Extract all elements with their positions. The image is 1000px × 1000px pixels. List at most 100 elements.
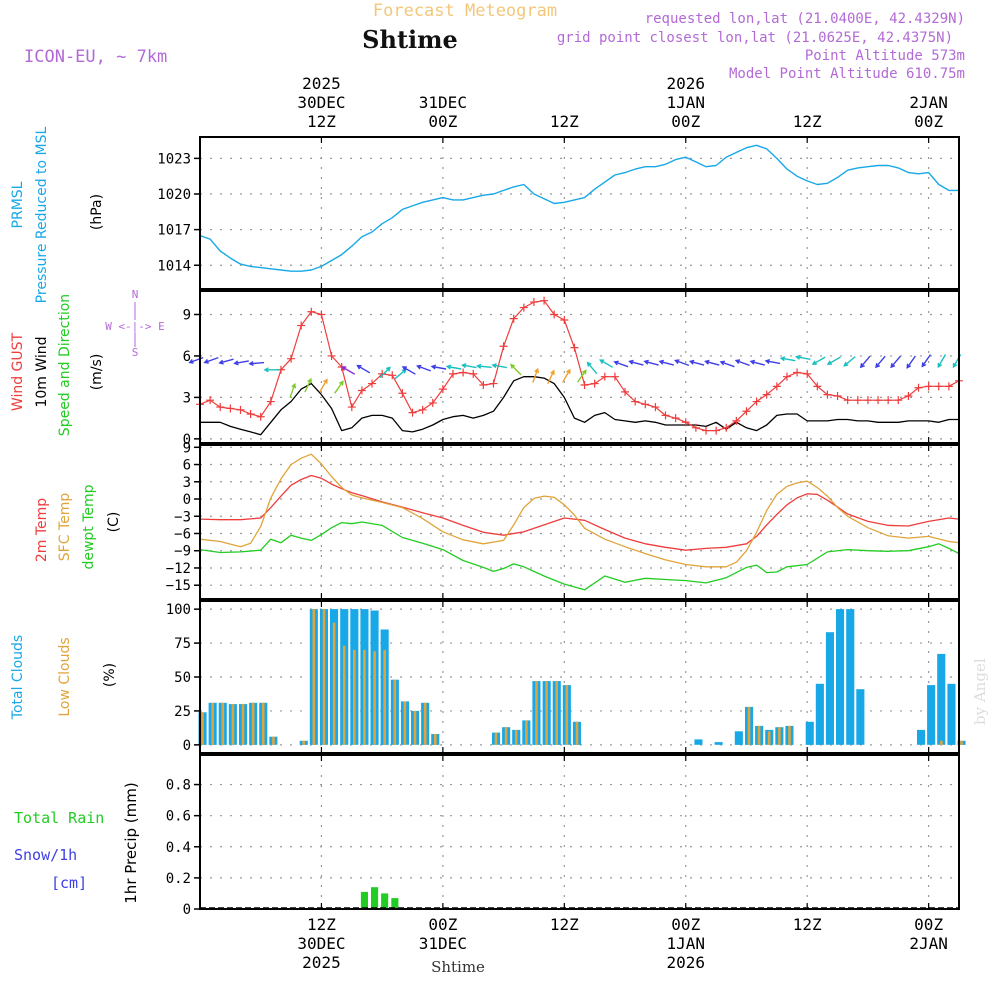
total-clouds-label: Total Clouds: [10, 635, 26, 720]
top-time-label: 30DEC: [297, 93, 345, 112]
y-tick-label: −12: [166, 561, 191, 577]
xaxis-title: Shtime: [431, 958, 485, 976]
gust-marker: [266, 397, 275, 406]
gust-marker: [702, 426, 710, 435]
bottom-time-label: 12Z: [793, 915, 822, 934]
series-line-prmsl: [199, 144, 959, 272]
low-cloud-bar: [494, 732, 498, 745]
gust-marker: [610, 372, 619, 381]
bottom-time-label: 2026: [666, 953, 705, 972]
series-line-2m-temp: [199, 474, 960, 551]
wind-arrow: [334, 380, 344, 394]
series-line-10m-wind: [200, 376, 959, 436]
gust-marker: [226, 404, 235, 413]
y-tick-label: −9: [174, 544, 191, 560]
wind-arrow: [401, 366, 416, 375]
gust-marker: [570, 343, 579, 352]
top-time-label: 2026: [666, 74, 705, 93]
low-cloud-bar: [757, 725, 761, 745]
gust-marker: [874, 396, 883, 405]
y-tick-label: 9: [183, 440, 191, 456]
wind-arrow: [430, 364, 447, 370]
pressure-unit: (hPa): [89, 194, 105, 230]
y-tick-label: 1020: [157, 187, 191, 203]
low-cloud-bar: [241, 704, 245, 745]
model-altitude: Model Point Altitude 610.75m: [729, 66, 965, 82]
gust-marker: [924, 382, 933, 391]
gust-marker: [206, 396, 215, 405]
gust-marker: [793, 368, 802, 377]
gust-marker: [216, 403, 225, 412]
total-cloud-bar: [805, 721, 814, 745]
y-tick-label: −15: [166, 578, 191, 594]
temp-unit: (C): [106, 512, 122, 533]
gust-marker: [590, 379, 599, 388]
y-tick-label: 1023: [157, 151, 191, 167]
bottom-time-label: 12Z: [307, 915, 336, 934]
compass-north: N: [132, 288, 139, 301]
gust-marker: [813, 382, 822, 391]
gust-marker: [833, 392, 842, 401]
low-cloud-bar: [940, 740, 943, 745]
gust-marker: [479, 380, 488, 389]
wind-arrow: [263, 367, 280, 373]
y-tick-label: 0: [183, 902, 191, 918]
gust-marker: [287, 354, 296, 363]
gust-marker: [408, 408, 417, 417]
y-tick-label: 100: [166, 602, 191, 618]
gust-marker: [327, 351, 336, 360]
low-cloud-bar: [434, 734, 437, 745]
rain-bar: [391, 898, 399, 909]
low-cloud-bar: [747, 706, 751, 745]
gust-marker: [428, 398, 437, 407]
low-cloud-bar: [575, 721, 579, 745]
low-cloud-bar: [413, 710, 417, 745]
wind-arrow: [341, 366, 356, 375]
wind-arrow: [843, 356, 856, 367]
y-tick-label: −3: [174, 509, 191, 525]
wind-arrow: [188, 356, 204, 364]
low-cloud-bar: [403, 701, 407, 745]
wind-arrow: [875, 355, 886, 369]
gust-marker: [449, 369, 457, 378]
gust-marker: [398, 389, 407, 398]
low-cloud-bar: [332, 622, 336, 745]
point-altitude: Point Altitude 573m: [805, 48, 965, 64]
total-cloud-bar: [856, 689, 865, 745]
top-time-label: 12Z: [550, 112, 579, 131]
product-title: Forecast Meteogram: [373, 1, 557, 21]
total-cloud-bar: [846, 609, 855, 745]
gust-marker: [904, 392, 913, 401]
y-tick-label: 0.6: [166, 809, 191, 825]
panel-frame-pressure: [199, 136, 960, 290]
top-time-label: 00Z: [428, 112, 457, 131]
total-cloud-bar: [836, 609, 845, 745]
wind-arrow: [749, 359, 765, 366]
y-tick-label: 50: [174, 670, 191, 686]
wind-arrow: [628, 359, 644, 366]
wind-arrow: [319, 378, 328, 393]
gust-marker: [519, 303, 528, 312]
gust-marker: [307, 307, 316, 316]
wind-arrow: [304, 377, 312, 393]
gust-marker: [944, 382, 953, 391]
gust-marker: [752, 397, 761, 406]
wind-arrow: [658, 359, 674, 366]
low-cloud-bar: [767, 731, 771, 745]
wind-arrow: [416, 364, 432, 372]
top-time-label: 00Z: [671, 112, 700, 131]
total-cloud-bar: [917, 729, 926, 745]
low-cloud-bar: [423, 702, 427, 745]
low-cloud-bar: [555, 681, 558, 745]
total-cloud-bar: [714, 742, 723, 745]
panel-frame-clouds: [199, 600, 960, 754]
pressure-label: PRMSL: [10, 181, 26, 228]
wind-arrow: [577, 369, 587, 383]
gust-marker: [621, 387, 630, 396]
y-tick-label: 0: [183, 492, 191, 508]
low-cloud-bar: [221, 702, 225, 745]
low-cloud-bar: [565, 685, 569, 745]
wind-arrow: [937, 354, 947, 369]
gust-marker: [884, 396, 893, 405]
